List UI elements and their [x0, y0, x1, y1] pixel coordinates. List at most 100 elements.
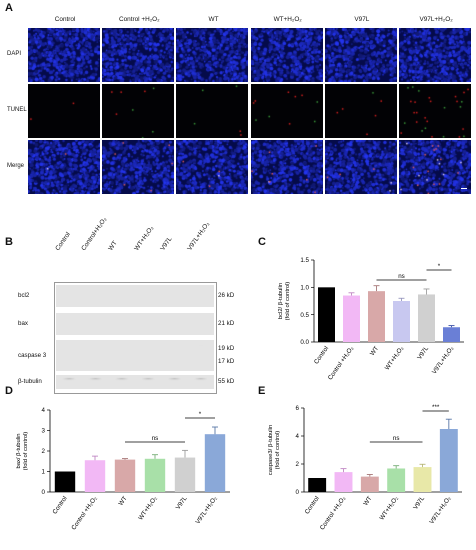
x-tick-label: V97L+H₂O₂ [194, 495, 219, 526]
x-tick-label: WT+H₂O₂ [137, 495, 159, 522]
blot-strip [56, 285, 214, 307]
blot-kd-label: 17 kD [218, 357, 235, 365]
panel-label-a: A [5, 2, 13, 14]
panel-label-c: C [258, 236, 266, 248]
micro-image-tunel [250, 84, 323, 138]
bar [393, 301, 410, 342]
bar [443, 327, 460, 342]
micro-row-label: TUNEL [7, 107, 27, 113]
blot-strip [56, 313, 214, 335]
blot-lane-label: V97L+H₂O₂ [185, 220, 211, 252]
y-tick-label: 3 [42, 428, 46, 435]
blot-lane-label: Control+H₂O₂ [80, 216, 109, 252]
micro-image-merge [28, 140, 100, 194]
micro-row-label: DAPI [7, 51, 22, 57]
blot-kd-label: 26 kD [218, 292, 235, 299]
micro-image-dapi [176, 28, 249, 82]
micro-row-label: Merge [7, 163, 25, 169]
blot-frame [54, 282, 217, 394]
blot-row-label: bax [18, 320, 28, 327]
bar [318, 287, 335, 342]
micro-image-dapi [324, 28, 397, 82]
micro-column-label: Control +H₂O₂ [118, 16, 160, 23]
micro-image-tunel [28, 84, 100, 138]
y-tick-label: 2 [296, 461, 300, 468]
x-tick-label: Control +H₂O₂ [327, 345, 356, 382]
blot-lane-label: Control [54, 231, 72, 252]
bar [144, 458, 166, 492]
blot-strip [56, 340, 214, 371]
micro-column-label: WT [208, 16, 219, 23]
micro-image-tunel [176, 84, 249, 138]
y-axis-label: (fold of control) [23, 432, 29, 471]
y-tick-label: 0 [296, 489, 300, 496]
micro-image-tunel [324, 84, 397, 138]
y-tick-label: 1.0 [300, 285, 309, 292]
bar [439, 429, 458, 492]
chart-svg: 0 1 2 3 4 bax/ β-tubulin (fold of control) Cont… [16, 407, 230, 531]
y-tick-label: 0.0 [300, 339, 309, 346]
bar [368, 291, 385, 342]
y-tick-label: 1 [42, 469, 46, 476]
micro-column-label: V97L [354, 16, 370, 23]
micro-image-merge [250, 140, 323, 194]
x-tick-label: Control [51, 495, 68, 515]
bar [114, 459, 136, 492]
bar-chart-caspase3: 0 2 4 6 caspase3/ β-tubulin (fold of control)… [262, 398, 474, 548]
panel-label-d: D [5, 385, 13, 397]
x-tick-label: V97L+H₂O₂ [428, 495, 453, 526]
y-axis-label: bcl2/ β-tubulin [278, 283, 284, 319]
bar [343, 295, 360, 342]
blot-lane-label: WT+H₂O₂ [133, 224, 156, 252]
micro-image-dapi [28, 28, 100, 82]
blot-kd-label: 19 kD [218, 345, 235, 353]
bar [174, 457, 196, 492]
significance-label: * [199, 411, 202, 418]
y-tick-label: 1.5 [300, 257, 309, 264]
blot-lane-label: WT [106, 239, 119, 252]
significance-label: *** [432, 404, 440, 411]
micro-image-dapi [102, 28, 175, 82]
micro-column-label: V97L+H₂O₂ [419, 16, 453, 23]
y-tick-label: 4 [296, 433, 300, 440]
blot-kd-label: 21 kD [218, 320, 235, 327]
panel-label-e: E [258, 385, 266, 397]
x-tick-label: WT+H₂O₂ [384, 345, 406, 372]
blot-strip [56, 375, 214, 389]
bar-chart-bax: 0 1 2 3 4 bax/ β-tubulin (fold of control) Cont… [10, 398, 240, 548]
significance-label: * [438, 263, 441, 270]
y-axis-label: bax/ β-tubulin [16, 434, 22, 469]
x-tick-label: V97L [175, 495, 189, 511]
chart-svg: 0 2 4 6 caspase3/ β-tubulin (fold of control)… [268, 404, 462, 531]
y-tick-label: 2 [42, 448, 46, 455]
bar [360, 476, 379, 492]
x-tick-label: Control [304, 495, 321, 515]
x-tick-label: V97L [416, 345, 430, 361]
y-axis-label: (fold of control) [285, 282, 291, 321]
x-tick-label: V97L+H₂O₂ [431, 345, 456, 376]
x-tick-label: Control [313, 345, 330, 365]
significance-label: ns [398, 273, 405, 280]
blot-lane-label: V97L [159, 235, 174, 252]
y-axis-label: caspase3/ β-tubulin [268, 425, 274, 475]
x-tick-label: V97L [412, 495, 426, 511]
y-axis-label: (fold of control) [275, 431, 281, 470]
bar [418, 294, 435, 342]
x-tick-label: WT [362, 495, 373, 507]
x-tick-label: WT+H₂O₂ [378, 495, 400, 522]
x-tick-label: WT [117, 495, 128, 507]
blot-row-label: bcl2 [18, 292, 30, 299]
significance-label: ns [393, 435, 400, 442]
x-tick-label: WT [369, 345, 380, 357]
y-tick-label: 0.5 [300, 312, 309, 319]
micro-image-merge [324, 140, 397, 194]
scale-bar [461, 188, 467, 189]
bar [334, 472, 353, 492]
significance-label: ns [152, 435, 159, 442]
bar-chart-bcl2: 0.0 0.5 1.0 1.5 bcl2/ β-tubulin (fold of cont… [262, 250, 474, 385]
bar [204, 434, 226, 492]
micro-image-merge [102, 140, 175, 194]
micro-image-merge [176, 140, 249, 194]
micro-image-tunel [102, 84, 175, 138]
blot-kd-label: 55 kD [218, 378, 235, 385]
